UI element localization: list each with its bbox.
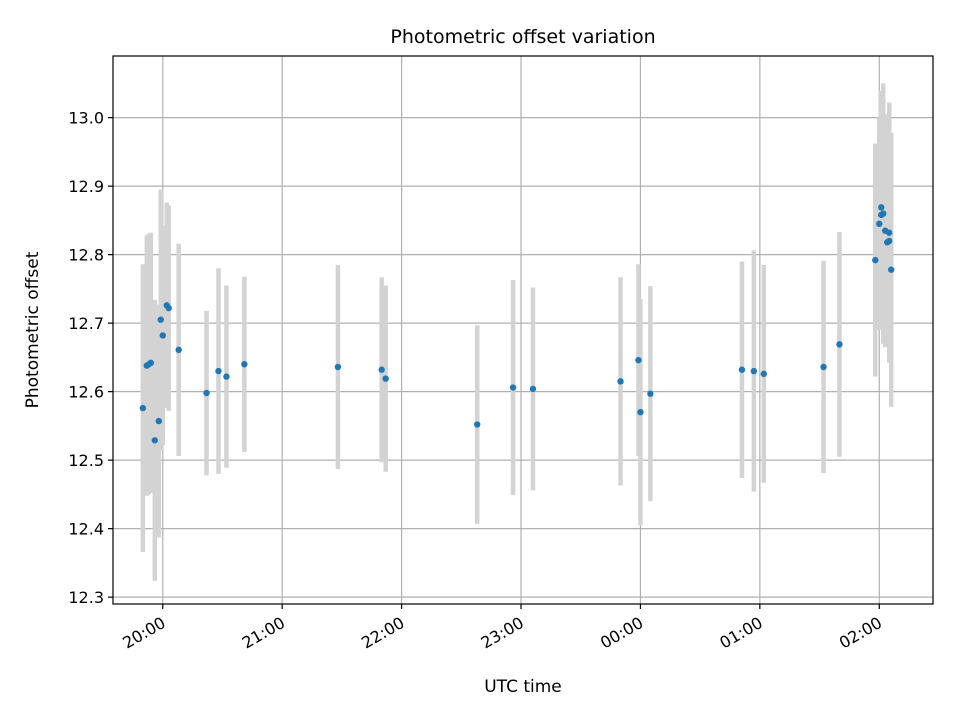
y-tick-label: 12.3: [68, 588, 104, 607]
data-point: [165, 304, 172, 312]
x-axis-label: UTC time: [484, 677, 562, 697]
data-point: [474, 421, 481, 428]
data-point: [872, 256, 879, 264]
data-point: [378, 366, 385, 373]
data-point: [878, 204, 885, 211]
data-point: [617, 378, 624, 385]
data-point: [820, 363, 827, 371]
data-point: [529, 385, 537, 393]
data-point: [155, 417, 162, 425]
y-axis-ticks: 12.3 12.4 12.5 12.6 12.7 12.8 12.9 13.0: [68, 109, 113, 607]
data-point: [151, 437, 158, 444]
data-point: [750, 367, 758, 375]
data-points: [139, 204, 895, 444]
data-point: [738, 366, 746, 373]
data-point: [635, 356, 642, 364]
data-point: [334, 363, 342, 371]
plot-frame: [112, 55, 934, 605]
data-point: [509, 384, 517, 391]
chart-title: Photometric offset variation: [390, 26, 655, 48]
y-tick-label: 12.8: [68, 246, 104, 265]
data-point: [157, 316, 164, 323]
data-point: [876, 220, 883, 228]
data-point: [147, 359, 155, 367]
data-point: [241, 361, 248, 368]
data-point: [139, 404, 147, 412]
data-point: [382, 375, 389, 382]
data-point: [637, 409, 644, 416]
data-point: [836, 341, 843, 348]
data-point: [647, 390, 654, 397]
y-tick-label: 12.6: [68, 383, 104, 402]
grid: [113, 56, 933, 604]
data-point: [886, 237, 893, 245]
data-point: [159, 332, 166, 339]
data-point: [886, 229, 893, 236]
data-point: [175, 346, 182, 354]
data-point: [223, 373, 230, 380]
y-tick-label: 12.4: [68, 520, 104, 539]
data-point: [760, 370, 768, 378]
y-tick-label: 12.9: [68, 177, 104, 196]
y-tick-label: 12.7: [68, 314, 104, 333]
y-tick-label: 13.0: [68, 109, 104, 128]
y-tick-label: 12.5: [68, 451, 104, 470]
data-point: [888, 266, 895, 273]
data-point: [880, 210, 887, 217]
data-point: [203, 389, 210, 397]
y-axis-label: Photometric offset: [23, 251, 43, 408]
data-point: [215, 367, 222, 375]
